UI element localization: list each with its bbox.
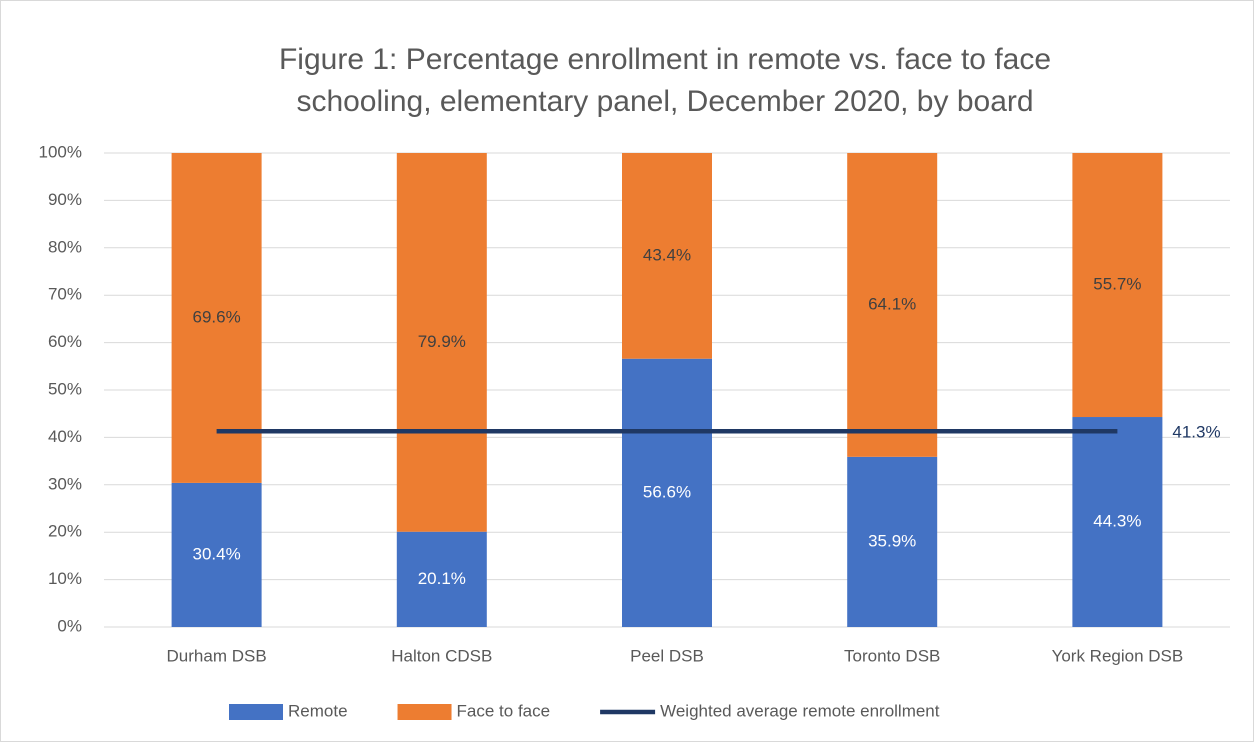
legend-label: Face to face [457, 701, 551, 720]
data-label: 69.6% [192, 307, 240, 326]
data-label: 43.4% [643, 245, 691, 264]
y-tick-label: 70% [48, 285, 82, 304]
y-tick-label: 80% [48, 237, 82, 256]
y-tick-label: 60% [48, 332, 82, 351]
data-label: 55.7% [1093, 274, 1141, 293]
data-label: 44.3% [1093, 511, 1141, 530]
bar-segment [847, 456, 938, 627]
bar-segment [847, 153, 938, 457]
data-label: 35.9% [868, 531, 916, 550]
bar-segment [622, 358, 712, 627]
chart-title: Figure 1: Percentage enrollment in remot… [279, 43, 1051, 76]
data-label: 79.9% [418, 332, 466, 351]
y-tick-label: 10% [48, 569, 82, 588]
chart-title: schooling, elementary panel, December 20… [296, 85, 1033, 118]
y-tick-label: 90% [48, 190, 82, 209]
bar-segment [622, 153, 712, 359]
x-tick-label: York Region DSB [1052, 646, 1184, 665]
y-tick-label: 40% [48, 427, 82, 446]
bar-segment [171, 482, 262, 627]
bar-segment [1072, 153, 1163, 418]
bar-segment [1072, 417, 1163, 627]
data-label: 64.1% [868, 294, 916, 313]
legend-label: Remote [288, 701, 348, 720]
legend-label: Weighted average remote enrollment [660, 701, 940, 720]
data-label: 30.4% [192, 544, 240, 563]
x-tick-label: Peel DSB [630, 646, 704, 665]
y-tick-label: 20% [48, 522, 82, 541]
bar-segment [171, 153, 262, 483]
legend-swatch [397, 704, 452, 720]
y-tick-label: 0% [57, 616, 82, 635]
bar-segment [396, 531, 487, 627]
data-label: 20.1% [418, 569, 466, 588]
bar-segment [396, 153, 487, 532]
legend-swatch [229, 704, 283, 720]
data-label: 41.3% [1172, 423, 1220, 442]
x-tick-label: Halton CDSB [391, 646, 492, 665]
y-tick-label: 30% [48, 474, 82, 493]
y-tick-label: 100% [39, 142, 82, 161]
data-label: 56.6% [643, 482, 691, 501]
x-tick-label: Durham DSB [167, 646, 267, 665]
x-tick-label: Toronto DSB [844, 646, 940, 665]
y-tick-label: 50% [48, 379, 82, 398]
